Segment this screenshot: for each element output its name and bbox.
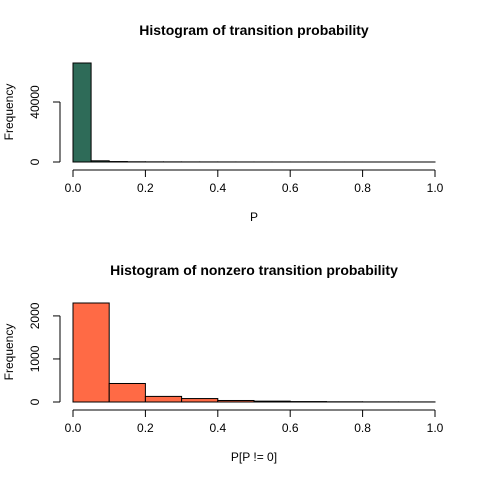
x-tick-label: 0.6 [282,421,299,435]
x-tick-label: 0.6 [282,181,299,195]
x-axis-2: 0.0 0.2 0.4 0.6 0.8 1.0 [65,409,444,435]
y-tick-label: 1000 [28,345,42,372]
y-axis-1: 0 40000 [28,85,61,165]
x-axis-label-2: P[P != 0] [231,450,277,464]
y-tick-label: 40000 [28,85,42,119]
x-tick-label: 0.0 [65,181,82,195]
y-tick-label: 0 [28,398,42,405]
histogram-panel-1: Histogram of transition probability P Fr… [2,22,444,224]
chart-title-2: Histogram of nonzero transition probabil… [110,262,398,278]
y-axis-2: 0 1000 2000 [28,302,61,405]
x-tick-label: 0.2 [137,181,154,195]
histogram-bar [217,399,255,403]
histogram-bar [72,62,92,163]
histogram-bar [144,395,183,403]
histogram-bar [253,400,291,403]
x-tick-label: 0.2 [137,421,154,435]
bars-group-1 [72,62,436,163]
histogram-bar [90,160,110,163]
x-axis-1: 0.0 0.2 0.4 0.6 0.8 1.0 [65,169,444,195]
x-tick-label: 0.4 [209,181,226,195]
x-tick-label: 1.0 [427,181,444,195]
y-axis-label-1: Frequency [2,84,16,141]
x-tick-label: 0.4 [209,421,226,435]
histogram-bar [181,398,219,403]
y-tick-label: 0 [28,158,42,165]
x-tick-label: 0.0 [65,421,82,435]
x-axis-label-1: P [250,210,258,224]
chart-title-1: Histogram of transition probability [139,22,369,38]
x-tick-label: 0.8 [354,181,371,195]
y-tick-label: 2000 [28,302,42,329]
bars-group-2 [72,302,436,403]
histogram-panel-2: Histogram of nonzero transition probabil… [2,262,444,464]
x-tick-label: 1.0 [427,421,444,435]
histogram-bar [72,302,110,403]
y-axis-label-2: Frequency [2,324,16,381]
x-tick-label: 0.8 [354,421,371,435]
histogram-bar [108,382,146,403]
